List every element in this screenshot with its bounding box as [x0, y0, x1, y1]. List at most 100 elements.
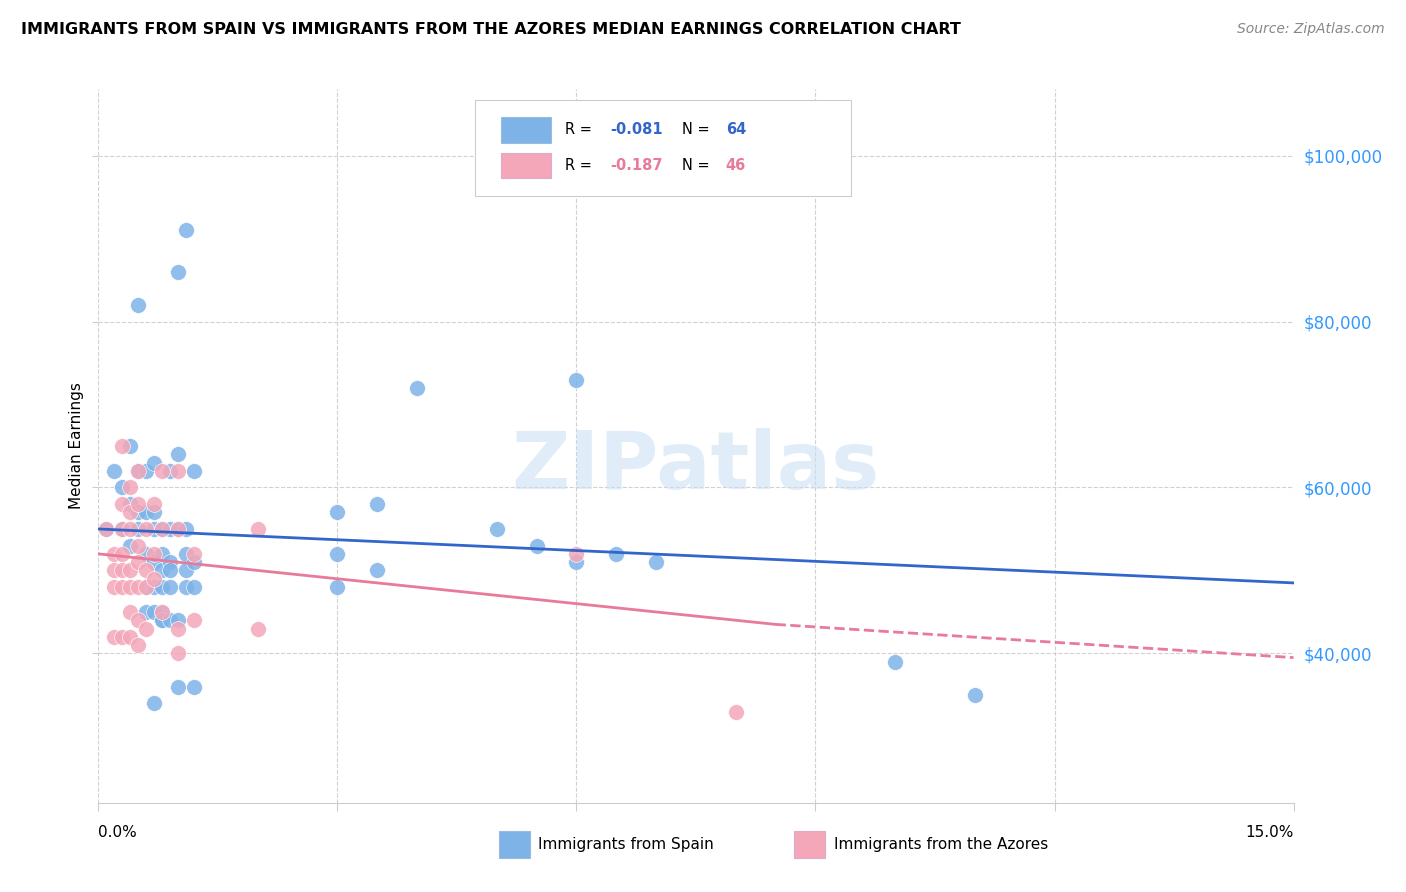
Point: [366, 564, 388, 578]
Point: [150, 605, 173, 619]
Point: [120, 522, 142, 536]
Text: ZIPatlas: ZIPatlas: [512, 428, 880, 507]
Text: -0.081: -0.081: [610, 122, 662, 137]
Point: [724, 705, 747, 719]
Text: 46: 46: [725, 158, 747, 173]
Point: [143, 572, 166, 586]
Point: [135, 622, 157, 636]
Point: [963, 688, 986, 702]
Point: [143, 547, 166, 561]
Point: [135, 522, 157, 536]
Point: [103, 630, 125, 644]
Point: [103, 547, 125, 561]
Point: [174, 547, 197, 561]
FancyBboxPatch shape: [501, 153, 551, 178]
Point: [127, 613, 149, 627]
Point: [127, 638, 149, 652]
Point: [246, 522, 269, 536]
Point: [485, 522, 508, 536]
Point: [135, 605, 157, 619]
Text: 0.0%: 0.0%: [98, 825, 138, 840]
Point: [120, 605, 142, 619]
Point: [167, 522, 190, 536]
Point: [143, 696, 166, 710]
Point: [120, 497, 142, 511]
Text: N =: N =: [682, 122, 714, 137]
Point: [150, 580, 173, 594]
Point: [605, 547, 627, 561]
Point: [174, 522, 197, 536]
Point: [406, 381, 429, 395]
Point: [120, 580, 142, 594]
Point: [167, 680, 190, 694]
Point: [127, 464, 149, 478]
Point: [143, 580, 166, 594]
Point: [143, 605, 166, 619]
Point: [111, 497, 134, 511]
Point: [135, 580, 157, 594]
Point: [326, 580, 349, 594]
Point: [167, 622, 190, 636]
Point: [167, 464, 190, 478]
Point: [183, 680, 205, 694]
Point: [326, 547, 349, 561]
Point: [150, 464, 173, 478]
Point: [111, 630, 134, 644]
Point: [183, 580, 205, 594]
Point: [167, 447, 190, 461]
Point: [150, 547, 173, 561]
Text: IMMIGRANTS FROM SPAIN VS IMMIGRANTS FROM THE AZORES MEDIAN EARNINGS CORRELATION : IMMIGRANTS FROM SPAIN VS IMMIGRANTS FROM…: [21, 22, 960, 37]
Point: [135, 580, 157, 594]
Point: [127, 298, 149, 312]
Point: [143, 497, 166, 511]
Point: [135, 505, 157, 519]
Point: [159, 464, 181, 478]
Point: [111, 547, 134, 561]
Point: [127, 464, 149, 478]
Text: N =: N =: [682, 158, 714, 173]
Point: [103, 564, 125, 578]
Point: [167, 522, 190, 536]
Point: [645, 555, 668, 569]
Point: [111, 439, 134, 453]
Point: [150, 613, 173, 627]
Point: [150, 564, 173, 578]
Point: [159, 564, 181, 578]
Point: [127, 555, 149, 569]
Point: [120, 505, 142, 519]
Point: [111, 522, 134, 536]
Point: [120, 439, 142, 453]
Point: [127, 580, 149, 594]
Point: [167, 613, 190, 627]
Point: [159, 555, 181, 569]
Point: [143, 505, 166, 519]
Text: Source: ZipAtlas.com: Source: ZipAtlas.com: [1237, 22, 1385, 37]
Point: [120, 539, 142, 553]
Point: [143, 555, 166, 569]
Point: [127, 522, 149, 536]
Point: [565, 373, 588, 387]
Point: [366, 497, 388, 511]
Point: [150, 605, 173, 619]
Text: Immigrants from Spain: Immigrants from Spain: [538, 838, 714, 852]
Point: [159, 580, 181, 594]
Text: 15.0%: 15.0%: [1246, 825, 1294, 840]
Point: [526, 539, 548, 553]
Point: [150, 613, 173, 627]
Point: [326, 505, 349, 519]
Point: [246, 622, 269, 636]
Point: [183, 555, 205, 569]
Point: [120, 630, 142, 644]
Point: [120, 481, 142, 495]
Point: [183, 613, 205, 627]
Point: [143, 456, 166, 470]
Point: [174, 223, 197, 237]
Point: [159, 522, 181, 536]
FancyBboxPatch shape: [501, 117, 551, 143]
Point: [135, 464, 157, 478]
Point: [143, 522, 166, 536]
Point: [96, 522, 118, 536]
Point: [127, 539, 149, 553]
Point: [884, 655, 907, 669]
Point: [96, 522, 118, 536]
